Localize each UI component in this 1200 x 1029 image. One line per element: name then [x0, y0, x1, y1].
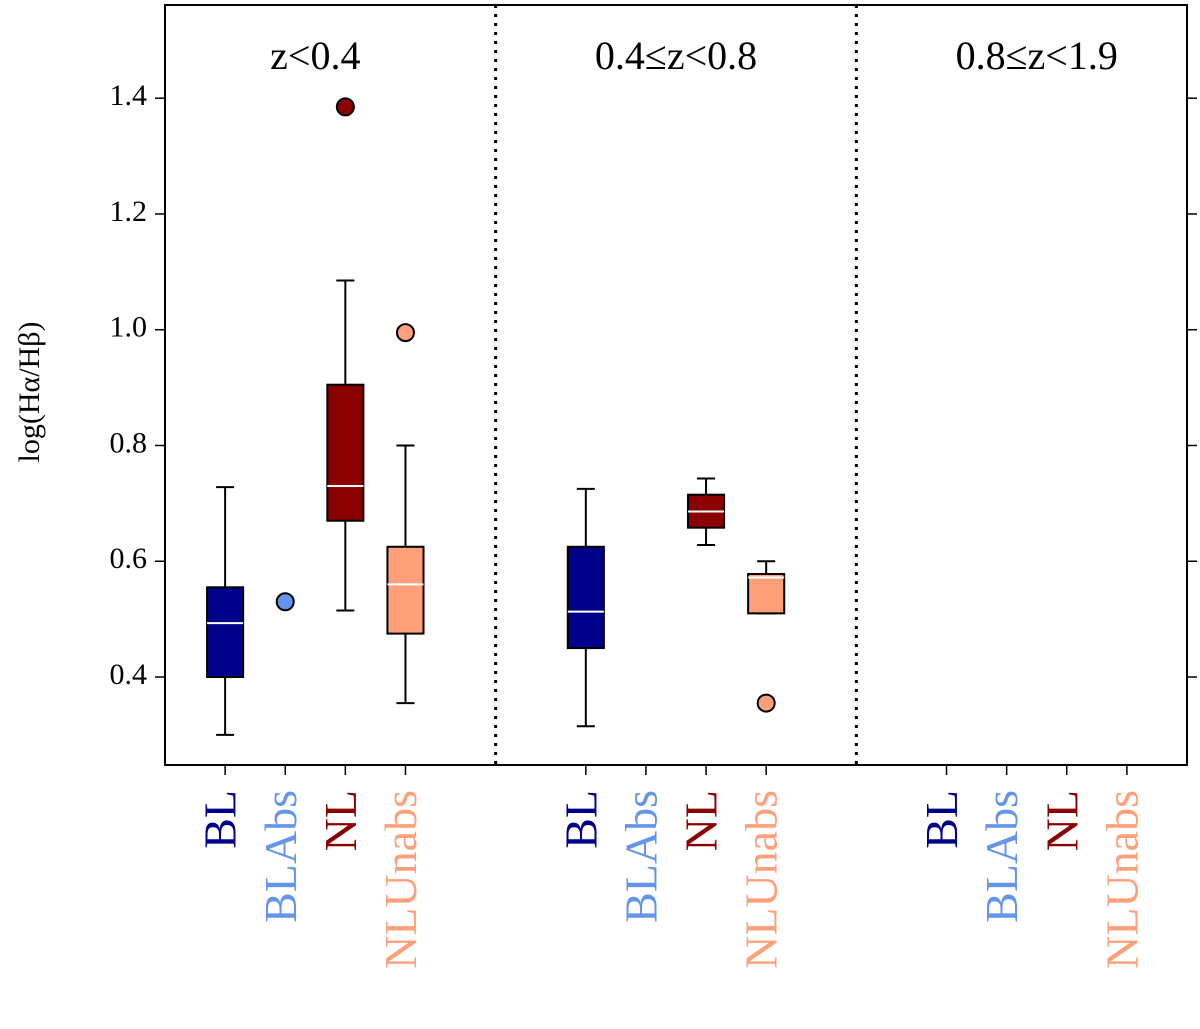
y-tick-label: 0.6 [110, 542, 148, 575]
category-label: BL [916, 790, 967, 849]
category-label: NL [1036, 790, 1087, 851]
box [566, 545, 605, 650]
category-label: BL [555, 790, 606, 849]
plot-frame [164, 4, 1188, 766]
category-label: NLUnabs [736, 790, 787, 969]
y-tick-label: 0.4 [110, 658, 148, 691]
flier [756, 693, 776, 713]
category-label: NL [315, 790, 366, 851]
flier [275, 592, 295, 612]
box [326, 383, 365, 522]
y-axis-label: log(Hα/Hβ) [13, 322, 46, 463]
panel-label: 0.4≤z<0.8 [595, 33, 757, 78]
y-tick-label: 1.0 [110, 311, 148, 344]
box [206, 586, 245, 679]
flier [335, 97, 355, 117]
category-label: NLUnabs [375, 790, 426, 969]
y-tick-label: 1.2 [110, 195, 148, 228]
category-label: NLUnabs [1096, 790, 1147, 969]
category-label: BLAbs [976, 790, 1027, 923]
y-tick-label: 0.8 [110, 426, 148, 459]
y-tick-label: 1.4 [110, 79, 148, 112]
category-label: NL [676, 790, 727, 851]
box [747, 572, 786, 615]
category-label: BL [195, 790, 246, 849]
panel-label: 0.8≤z<1.9 [956, 33, 1118, 78]
flier [395, 323, 415, 343]
category-label: BLAbs [616, 790, 667, 923]
box [386, 545, 425, 635]
category-label: BLAbs [255, 790, 306, 923]
panel-label: z<0.4 [270, 33, 360, 78]
